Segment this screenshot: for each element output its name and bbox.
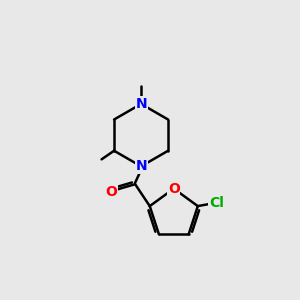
Text: O: O xyxy=(105,184,117,199)
Text: O: O xyxy=(168,182,180,196)
Text: N: N xyxy=(135,159,147,173)
Text: Cl: Cl xyxy=(209,196,224,209)
Text: N: N xyxy=(135,97,147,111)
